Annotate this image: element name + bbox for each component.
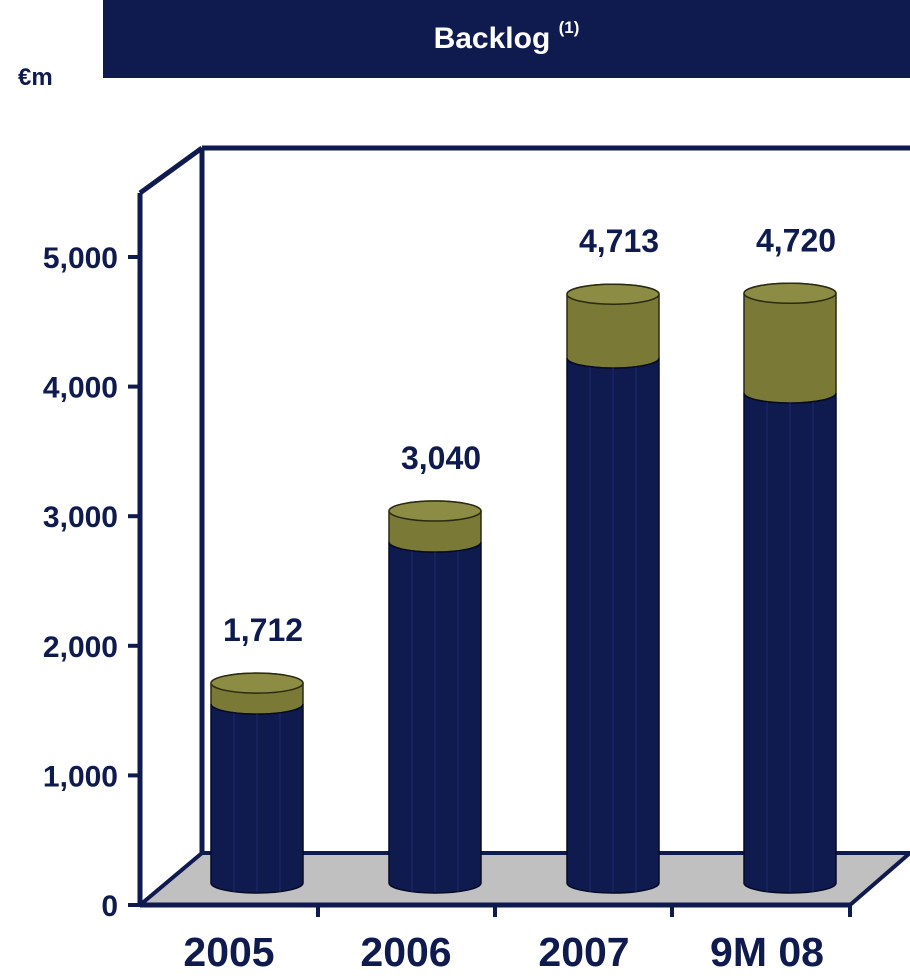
x-tick-label: 2006 — [360, 929, 451, 975]
side-wall-top-edge — [138, 145, 204, 196]
bar-value-label: 4,713 — [579, 223, 659, 259]
bar-cap — [210, 672, 304, 694]
bar-cap — [566, 283, 660, 305]
bar-cap — [388, 500, 482, 522]
title-bar: Backlog (1) — [103, 0, 910, 78]
bar-value-label: 3,040 — [401, 440, 481, 476]
x-tick-label: 2007 — [538, 929, 629, 975]
chart-title: Backlog (1) — [103, 18, 910, 56]
y-tick-label: 5,000 — [43, 242, 118, 275]
bar-value-label: 4,720 — [756, 222, 836, 258]
title-footnote-marker: (1) — [558, 18, 580, 37]
y-tick-label: 2,000 — [43, 631, 118, 664]
x-tick-label: 2005 — [183, 929, 274, 975]
y-tick-label: 1,000 — [43, 760, 118, 793]
bar-value-label: 1,712 — [223, 612, 303, 648]
x-tick-label: 9M 08 — [710, 929, 824, 975]
y-tick-label: 0 — [101, 890, 118, 923]
chart-title-text: Backlog — [433, 22, 551, 55]
y-tick-label: 3,000 — [43, 501, 118, 534]
y-tick-label: 4,000 — [43, 372, 118, 405]
unit-label: €m — [18, 64, 53, 91]
bar-cap — [743, 282, 837, 305]
